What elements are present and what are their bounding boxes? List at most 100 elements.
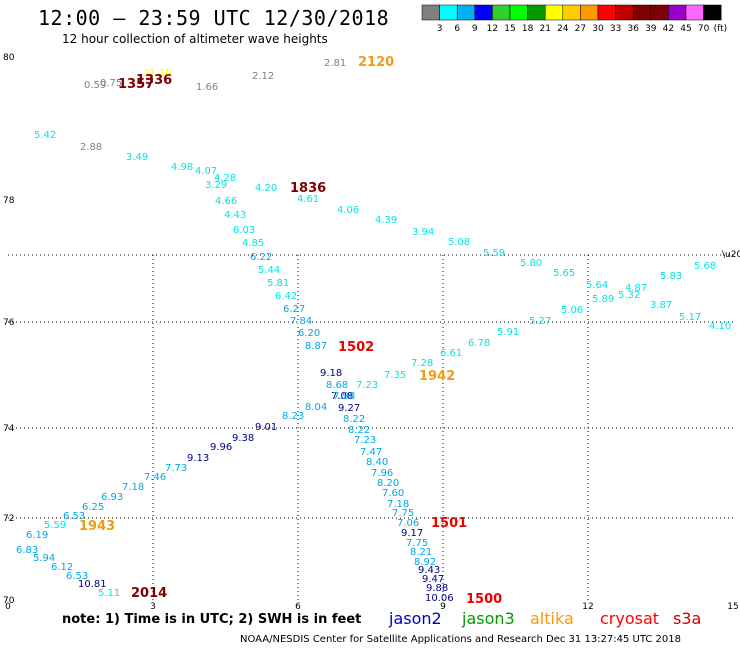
wave-height-value: 9.38 (232, 433, 254, 444)
wave-height-value: 5.64 (586, 280, 608, 291)
wave-height-value: 5.68 (694, 261, 716, 272)
wave-height-value: 7.18 (122, 482, 144, 493)
wave-height-value: 5.59 (44, 520, 66, 531)
wave-height-value: 9.01 (255, 422, 277, 433)
wave-height-value: 9.27 (338, 403, 360, 414)
colorbar-swatch (650, 4, 669, 21)
colorbar-label: 15 (504, 24, 515, 34)
pass-time-label: 2120 (358, 55, 394, 70)
wave-height-value: 3.29 (205, 180, 227, 191)
wave-height-value: 7.06 (397, 518, 419, 529)
wave-height-value: 7.98 (333, 391, 355, 402)
colorbar-swatch (615, 4, 634, 21)
colorbar-swatch (456, 4, 476, 21)
wave-height-value: 9.18 (320, 368, 342, 379)
colorbar-swatch (562, 4, 581, 21)
wave-height-value: 6.53 (63, 511, 85, 522)
wave-height-value: 6.42 (275, 291, 297, 302)
colorbar-label: 45 (680, 24, 691, 34)
edge-mark: \u2013. (722, 250, 740, 260)
wave-height-value: 6.03 (233, 225, 255, 236)
wave-height-value: 5.17 (679, 312, 701, 323)
x-tick-label: 0 (5, 602, 11, 612)
wave-height-value: 6.83 (16, 545, 38, 556)
colorbar-label: 3 (437, 24, 443, 34)
wave-height-value: 6.61 (440, 348, 462, 359)
colorbar-swatch (474, 4, 493, 21)
colorbar-swatch (421, 4, 440, 21)
wave-height-value: 4.43 (224, 210, 246, 221)
wave-height-value: 5.06 (561, 305, 583, 316)
wave-height-value: 0.75 (100, 78, 122, 89)
colorbar-label: 6 (454, 24, 460, 34)
y-tick-label: 80 (3, 53, 15, 63)
wave-height-value: 0.59 (84, 80, 106, 91)
pass-time-label: 1500 (466, 592, 502, 607)
wave-height-value: 7.84 (290, 316, 312, 327)
wave-height-labels: 0.590.75 21.10 1.66 2.12 2.81 5.42 2.88 3.49 4.9… (16, 58, 731, 604)
colorbar-label: 24 (557, 24, 569, 34)
colorbar-label: 18 (522, 24, 534, 34)
color-scale-bar: 3 6 9 12 15 18 21 24 27 30 33 36 39 42 45 70 (ft) (421, 4, 728, 34)
pass-time-label: 1501 (431, 516, 467, 531)
colorbar-label: 42 (663, 24, 674, 34)
wave-height-value: 4.20 (255, 183, 277, 194)
wave-height-value: 10.81 (78, 579, 107, 590)
wave-height-value: 7.08 (331, 391, 353, 402)
wave-height-value: 5.65 (553, 268, 575, 279)
wave-height-value: 5.94 (33, 553, 55, 564)
wave-height-value: 6.12 (51, 562, 73, 573)
colorbar-label: 21 (539, 24, 550, 34)
wave-height-value: 10.06 (425, 593, 454, 604)
colorbar-swatch (492, 4, 511, 21)
colorbar-swatch (544, 4, 564, 21)
wave-height-value: 8.92 (414, 557, 436, 568)
wave-height-value: 6.25 (82, 502, 104, 513)
x-tick-label: 15 (727, 602, 738, 612)
wave-height-value: 5.27 (529, 316, 551, 327)
wave-height-value: 8.22 (343, 414, 365, 425)
wave-height-value: 4.61 (297, 194, 319, 205)
colorbar-swatch (580, 4, 599, 21)
credit-line: NOAA/NESDIS Center for Satellite Applica… (240, 634, 682, 645)
wave-height-value: 5.11 (98, 588, 120, 599)
colorbar-unit: (ft) (714, 24, 728, 34)
y-tick-label: 76 (3, 318, 15, 328)
x-tick-label: 3 (150, 602, 156, 612)
wave-height-value: 8.68 (326, 380, 348, 391)
wave-height-value: 7.23 (354, 435, 376, 446)
pass-time-label: 1836 (290, 181, 326, 196)
pass-time-label: 1502 (338, 340, 374, 355)
wave-height-value: 4.98 (171, 162, 193, 173)
x-tick-label: 6 (295, 602, 301, 612)
colorbar-label: 39 (645, 24, 657, 34)
colorbar-label: 27 (575, 24, 586, 34)
wave-height-value: 5.32 (618, 290, 640, 301)
wave-height-value: 7.73 (165, 463, 187, 474)
colorbar-swatch (632, 4, 652, 21)
wave-height-value: 7.75 (406, 538, 428, 549)
wave-height-value: 4.28 (214, 173, 236, 184)
wave-height-value: 9.43 (418, 565, 440, 576)
wave-height-value: 7.35 (384, 370, 406, 381)
y-tick-label: 72 (3, 514, 14, 524)
wave-height-value: 6.22 (250, 252, 272, 263)
satellite-cryosat: cryosat (600, 609, 660, 628)
wave-height-value: 7.18 (387, 499, 409, 510)
colorbar-label: 33 (610, 24, 621, 34)
wave-height-value: 5.80 (520, 258, 542, 269)
wave-height-value: 9.88 (426, 583, 448, 594)
x-tick-label: 9 (440, 602, 446, 612)
x-tick-label: 12 (582, 602, 593, 612)
wave-height-value: 8.20 (377, 478, 399, 489)
colorbar-label: 9 (472, 24, 478, 34)
wave-height-value: 7.46 (144, 472, 166, 483)
wave-height-value: 21.10 (143, 68, 172, 79)
wave-height-value: 5.81 (267, 278, 289, 289)
wave-height-value: 5.42 (34, 130, 56, 141)
colorbar-swatch (703, 4, 722, 21)
wave-height-value: 8.21 (410, 547, 432, 558)
axis-ticks: 0 3 6 9 12 15 80 78 76 74 72 70 (3, 53, 739, 612)
colorbar-swatch (527, 4, 546, 21)
wave-height-value: 4.39 (375, 215, 397, 226)
